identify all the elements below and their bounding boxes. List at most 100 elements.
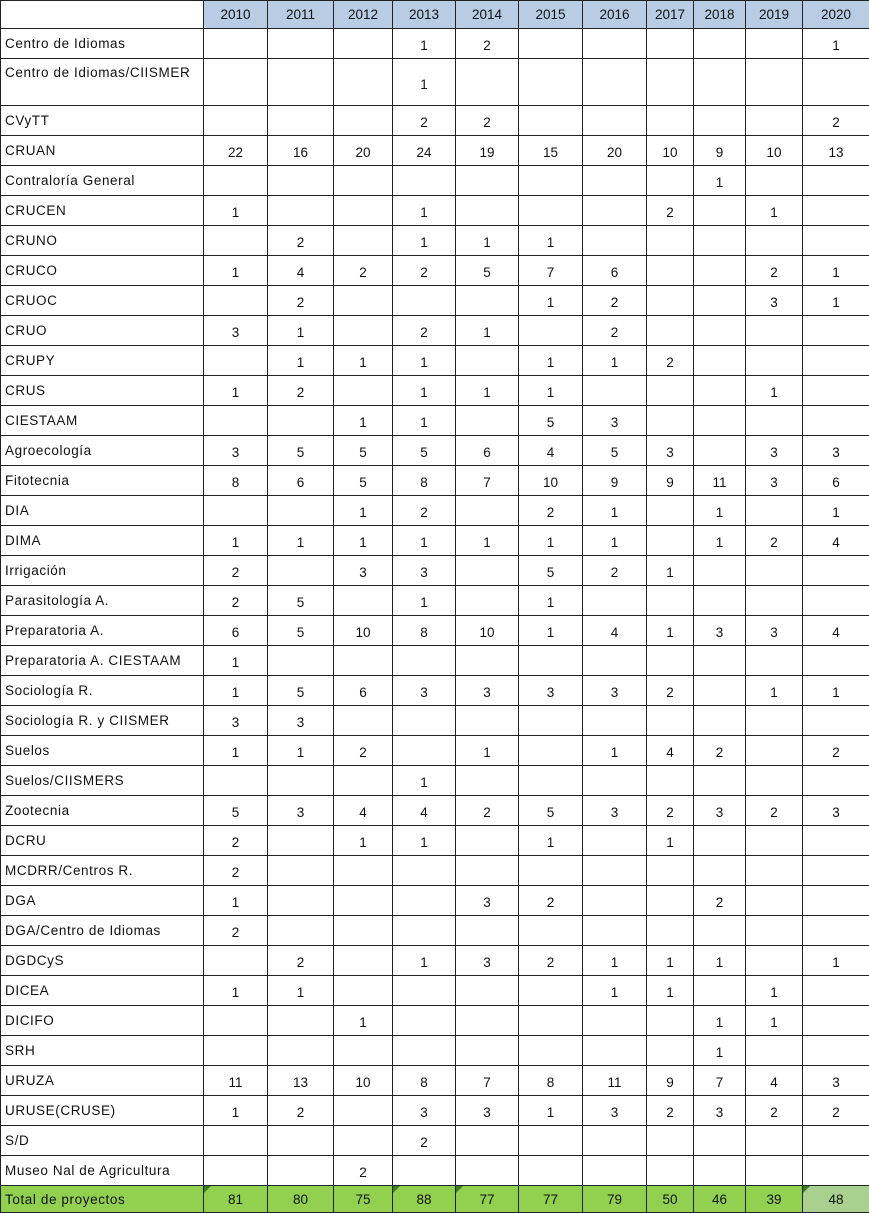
total-cell: 50	[647, 1186, 694, 1213]
value-cell: 2	[456, 106, 519, 136]
value-cell: 2	[393, 316, 456, 346]
value-cell	[334, 226, 393, 256]
value-cell	[694, 676, 746, 706]
value-cell: 1	[393, 226, 456, 256]
value-cell: 2	[334, 736, 393, 766]
value-cell	[268, 406, 334, 436]
value-cell	[334, 766, 393, 796]
value-cell: 3	[803, 1066, 869, 1096]
value-cell	[746, 316, 803, 346]
value-cell	[204, 946, 268, 976]
value-cell	[746, 826, 803, 856]
value-cell: 1	[746, 976, 803, 1006]
value-cell: 1	[334, 826, 393, 856]
value-cell: 1	[393, 346, 456, 376]
value-cell	[334, 856, 393, 886]
value-cell	[519, 29, 583, 59]
value-cell: 8	[393, 466, 456, 496]
row-label: URUSE(CRUSE)	[1, 1096, 204, 1126]
value-cell	[583, 856, 647, 886]
value-cell: 2	[268, 226, 334, 256]
value-cell	[456, 556, 519, 586]
value-cell	[694, 376, 746, 406]
value-cell	[583, 196, 647, 226]
value-cell	[694, 826, 746, 856]
value-cell: 1	[393, 59, 456, 106]
value-cell: 8	[393, 1066, 456, 1096]
value-cell	[803, 1036, 869, 1066]
value-cell	[746, 346, 803, 376]
value-cell: 9	[647, 1066, 694, 1096]
value-cell	[519, 1036, 583, 1066]
value-cell: 2	[519, 496, 583, 526]
value-cell: 2	[746, 526, 803, 556]
value-cell: 5	[268, 616, 334, 646]
value-cell	[519, 916, 583, 946]
value-cell: 6	[334, 676, 393, 706]
value-cell	[694, 1156, 746, 1186]
value-cell	[268, 196, 334, 226]
row-label: Contraloría General	[1, 166, 204, 196]
value-cell	[746, 586, 803, 616]
year-header: 2010	[204, 1, 268, 29]
value-cell: 1	[746, 1006, 803, 1036]
value-cell	[694, 316, 746, 346]
value-cell: 1	[393, 586, 456, 616]
row-label: Preparatoria A. CIESTAAM	[1, 646, 204, 676]
value-cell: 5	[334, 436, 393, 466]
value-cell	[334, 29, 393, 59]
corner-cell	[1, 1, 204, 29]
value-cell: 5	[334, 466, 393, 496]
value-cell	[268, 166, 334, 196]
value-cell	[803, 1006, 869, 1036]
value-cell: 16	[268, 136, 334, 166]
value-cell: 1	[393, 526, 456, 556]
value-cell	[334, 376, 393, 406]
value-cell: 1	[204, 646, 268, 676]
value-cell: 3	[746, 436, 803, 466]
value-cell	[694, 646, 746, 676]
value-cell	[393, 166, 456, 196]
row-label: URUZA	[1, 1066, 204, 1096]
value-cell: 3	[204, 436, 268, 466]
value-cell	[803, 406, 869, 436]
value-cell: 2	[746, 1096, 803, 1126]
value-cell	[694, 436, 746, 466]
value-cell	[694, 256, 746, 286]
total-cell: 81	[204, 1186, 268, 1213]
value-cell	[583, 1036, 647, 1066]
year-header: 2019	[746, 1, 803, 29]
value-cell	[803, 316, 869, 346]
value-cell: 3	[746, 616, 803, 646]
value-cell: 1	[393, 946, 456, 976]
row-label: Centro de Idiomas/CIISMER	[1, 59, 204, 106]
row-label: CRUPY	[1, 346, 204, 376]
value-cell	[694, 586, 746, 616]
value-cell: 2	[204, 856, 268, 886]
value-cell: 2	[268, 946, 334, 976]
value-cell: 2	[204, 826, 268, 856]
value-cell: 1	[803, 946, 869, 976]
value-cell	[456, 166, 519, 196]
row-label: DICEA	[1, 976, 204, 1006]
value-cell	[334, 1096, 393, 1126]
value-cell	[519, 706, 583, 736]
value-cell	[583, 226, 647, 256]
value-cell: 3	[334, 556, 393, 586]
value-cell	[803, 886, 869, 916]
row-label: CRUS	[1, 376, 204, 406]
value-cell	[694, 346, 746, 376]
value-cell	[803, 166, 869, 196]
value-cell: 9	[583, 466, 647, 496]
value-cell: 1	[456, 526, 519, 556]
value-cell	[694, 856, 746, 886]
value-cell: 1	[334, 346, 393, 376]
value-cell	[647, 226, 694, 256]
